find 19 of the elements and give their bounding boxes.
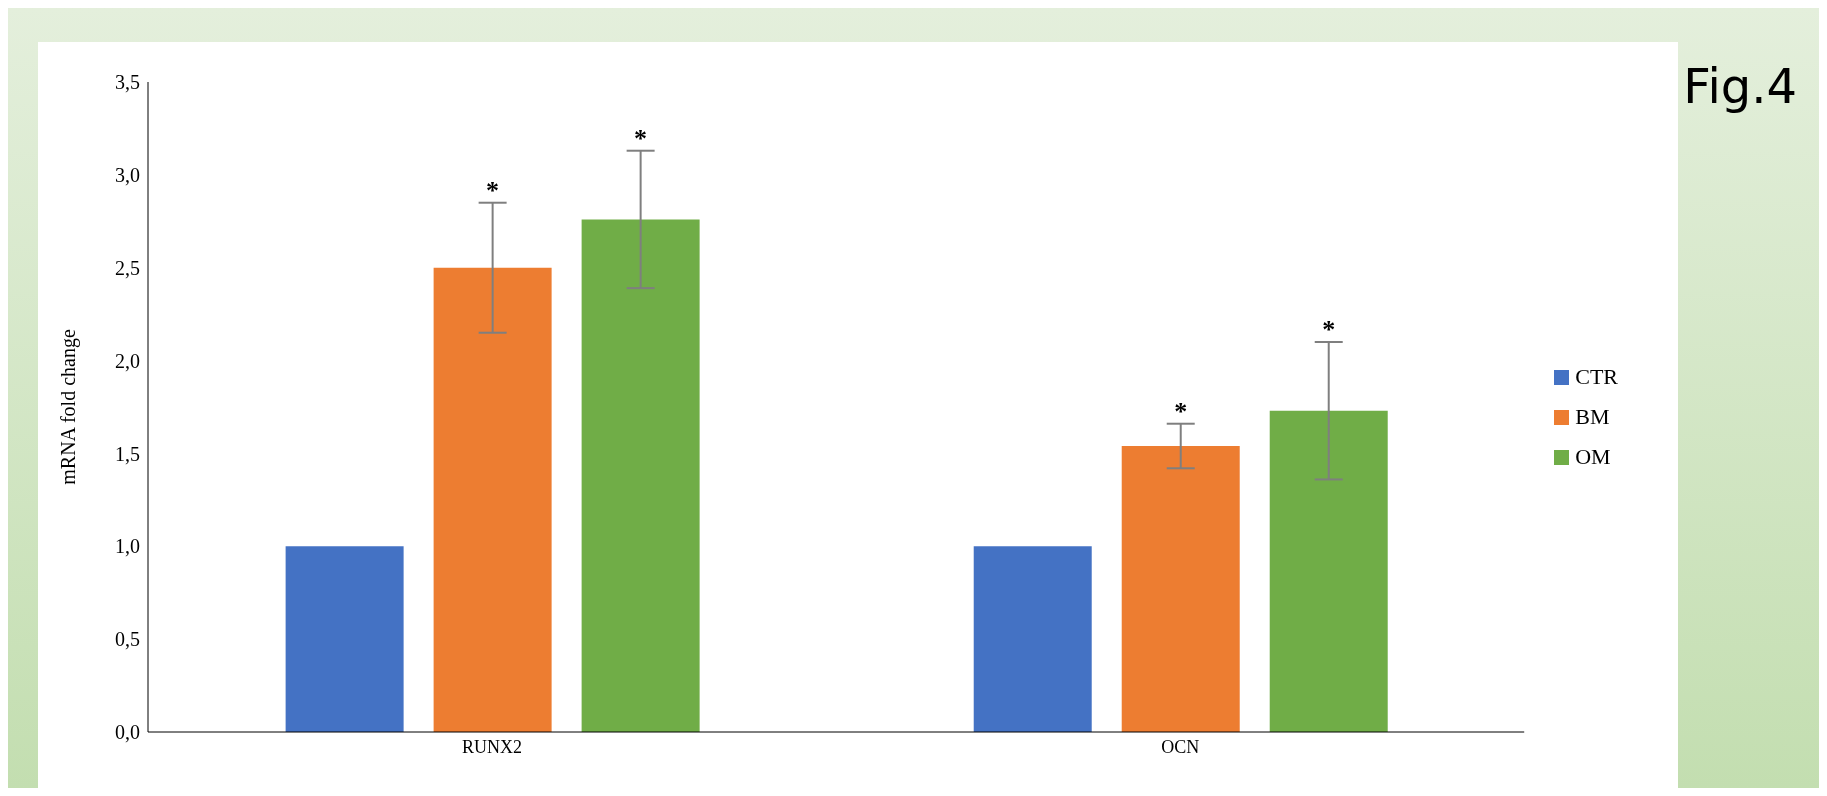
x-tick-label: RUNX2 [462,736,523,757]
x-tick-label: OCN [1161,736,1200,757]
y-tick-label: 3,0 [115,163,140,186]
annotation: * [1322,315,1336,344]
y-axis-title: mRNA fold change [57,329,81,485]
text: Fig.4 [1683,58,1797,114]
y-tick-label: 0,5 [115,628,140,651]
annotation: * [1174,396,1188,426]
legend-label: CTR [1575,364,1618,390]
y-tick-label: 2,5 [115,256,140,279]
annotation: * [634,123,648,153]
legend-label: BM [1575,404,1610,430]
annotation: * [486,175,500,205]
y-tick-label: 3,5 [115,71,140,94]
y-tick-label: 0,0 [115,721,140,744]
y-tick-label: 1,5 [115,442,140,465]
y-tick-label: 2,0 [115,349,140,372]
legend-label: OM [1575,444,1611,470]
y-tick-label: 1,0 [115,535,140,558]
